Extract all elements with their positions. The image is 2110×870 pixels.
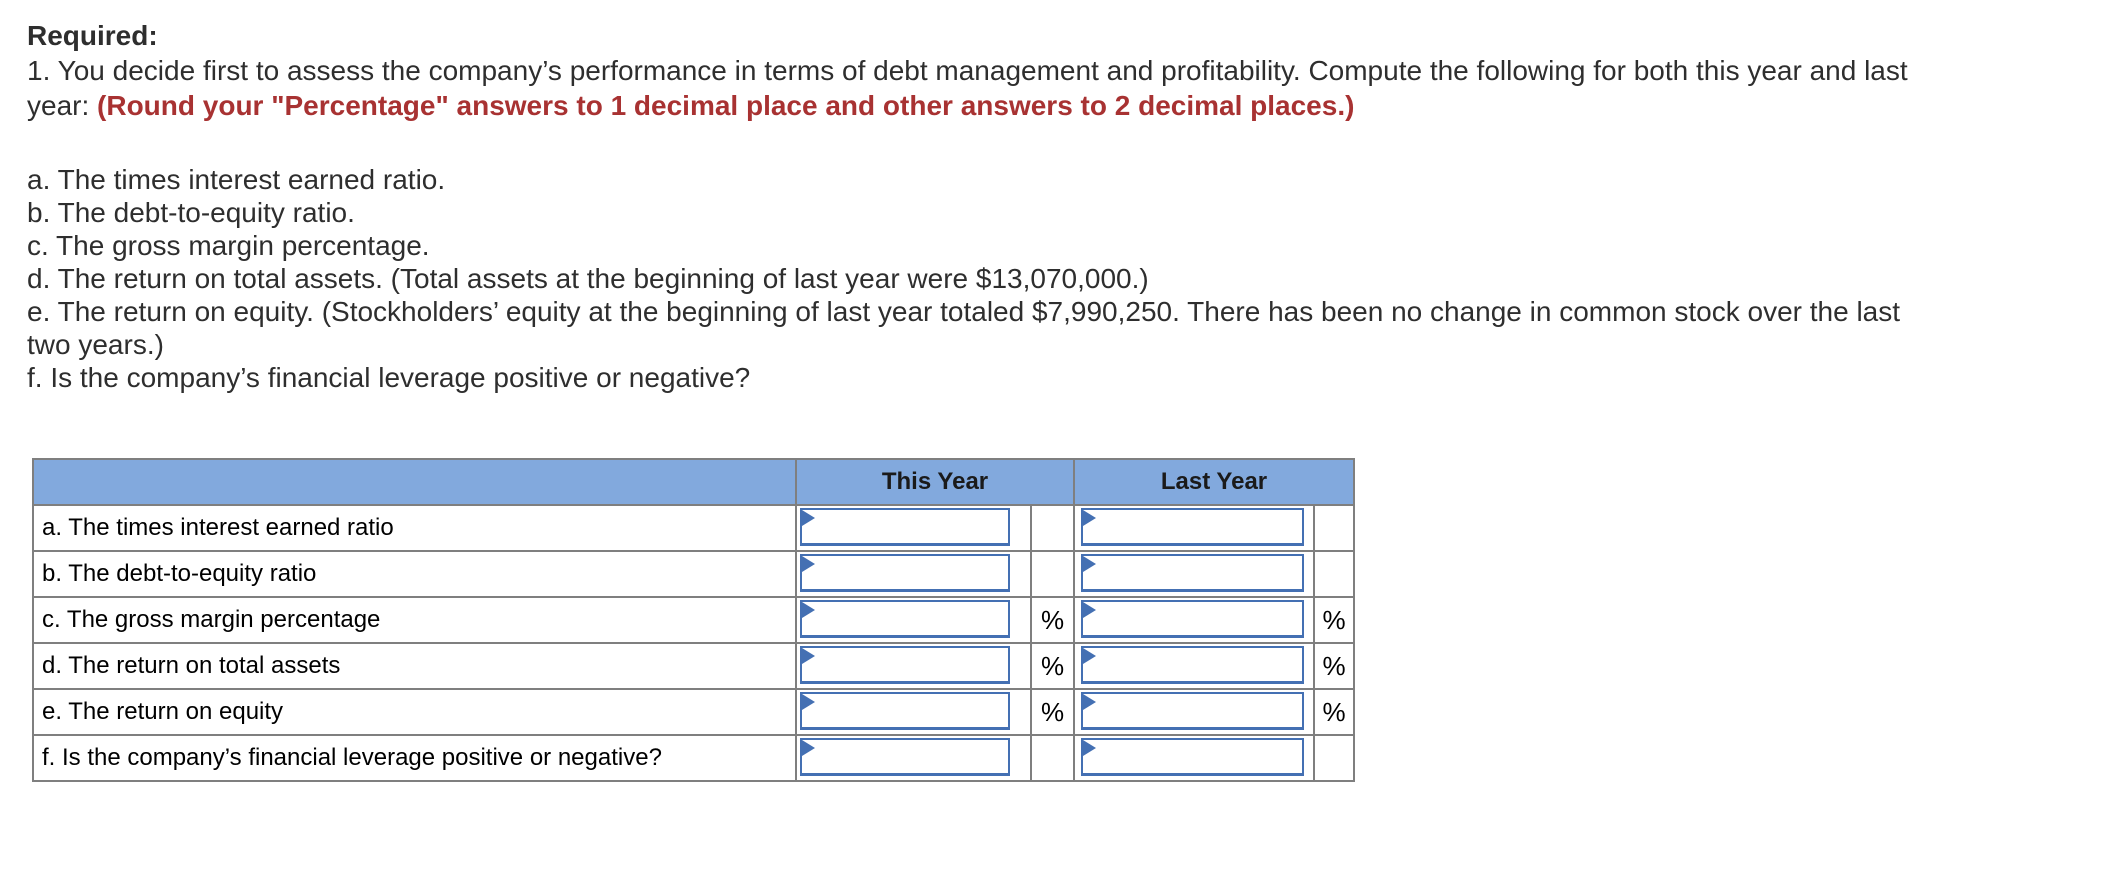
input-cell-this-year-f (795, 734, 1032, 782)
instructions-body: 1. You decide first to assess the compan… (27, 55, 1908, 121)
rounding-instruction: (Round your "Percentage" answers to 1 de… (97, 90, 1355, 121)
requirement-item-c: c. The gross margin percentage. (27, 230, 430, 261)
input-value (1101, 510, 1298, 543)
input-value (1101, 602, 1298, 635)
unit-cell (1313, 504, 1355, 552)
table-row-c: c. The gross margin percentage % (32, 596, 1355, 644)
input-cell-this-year-b (795, 550, 1032, 598)
last-year-input-f[interactable] (1081, 738, 1304, 776)
last-year-input-d[interactable] (1081, 646, 1304, 684)
input-value (820, 648, 1004, 681)
input-cell-last-year-d (1073, 642, 1315, 690)
row-label: c. The gross margin percentage (32, 596, 797, 644)
answer-table-container: This Year Last Year a. The times interes… (32, 458, 1987, 782)
row-label: a. The times interest earned ratio (32, 504, 797, 552)
input-marker-icon (1083, 740, 1096, 756)
requirement-item-e: e. The return on equity. (Stockholders’ … (27, 296, 1901, 360)
input-cell-this-year-c (795, 596, 1032, 644)
unit-cell (1030, 504, 1075, 552)
last-year-input-a[interactable] (1081, 508, 1304, 546)
input-cell-last-year-f (1073, 734, 1315, 782)
input-value (820, 602, 1004, 635)
input-marker-icon (1083, 510, 1096, 526)
col-header-this-year: This Year (795, 458, 1075, 506)
requirement-list: a. The times interest earned ratio. b. T… (27, 163, 1922, 394)
input-value (1101, 740, 1298, 773)
unit-cell-percent: % (1313, 642, 1355, 690)
input-value (820, 510, 1004, 543)
this-year-input-f[interactable] (800, 738, 1010, 776)
last-year-input-e[interactable] (1081, 692, 1304, 730)
input-marker-icon (802, 740, 815, 756)
row-label: f. Is the company’s financial leverage p… (32, 734, 797, 782)
unit-cell-percent: % (1313, 688, 1355, 736)
row-label: d. The return on total assets (32, 642, 797, 690)
unit-cell-percent: % (1030, 642, 1075, 690)
problem-panel: Required: 1. You decide first to assess … (27, 20, 1987, 782)
input-value (820, 740, 1004, 773)
row-label: b. The debt-to-equity ratio (32, 550, 797, 598)
input-marker-icon (802, 602, 815, 618)
table-header-row: This Year Last Year (32, 458, 1355, 506)
required-heading: Required: (27, 20, 158, 51)
instructions-text: 1. You decide first to assess the compan… (27, 53, 1922, 123)
input-value (1101, 694, 1298, 727)
table-row-e: e. The return on equity % (32, 688, 1355, 736)
input-value (820, 556, 1004, 589)
input-marker-icon (1083, 556, 1096, 572)
this-year-input-a[interactable] (800, 508, 1010, 546)
last-year-input-b[interactable] (1081, 554, 1304, 592)
unit-cell (1030, 734, 1075, 782)
input-cell-last-year-b (1073, 550, 1315, 598)
input-value (1101, 648, 1298, 681)
this-year-input-b[interactable] (800, 554, 1010, 592)
input-value (1101, 556, 1298, 589)
unit-cell (1313, 550, 1355, 598)
table-row-b: b. The debt-to-equity ratio (32, 550, 1355, 598)
table-row-d: d. The return on total assets % (32, 642, 1355, 690)
unit-cell-percent: % (1030, 596, 1075, 644)
requirement-item-b: b. The debt-to-equity ratio. (27, 197, 355, 228)
col-header-last-year: Last Year (1073, 458, 1355, 506)
input-marker-icon (1083, 602, 1096, 618)
requirement-item-f: f. Is the company’s financial leverage p… (27, 362, 751, 393)
this-year-input-c[interactable] (800, 600, 1010, 638)
input-cell-last-year-a (1073, 504, 1315, 552)
input-marker-icon (802, 510, 815, 526)
input-cell-last-year-e (1073, 688, 1315, 736)
unit-cell (1313, 734, 1355, 782)
input-marker-icon (1083, 648, 1096, 664)
input-cell-this-year-d (795, 642, 1032, 690)
unit-cell-percent: % (1030, 688, 1075, 736)
table-row-f: f. Is the company’s financial leverage p… (32, 734, 1355, 782)
input-marker-icon (1083, 694, 1096, 710)
input-marker-icon (802, 648, 815, 664)
ratios-answer-table: This Year Last Year a. The times interes… (32, 458, 1355, 782)
requirement-item-a: a. The times interest earned ratio. (27, 164, 446, 195)
col-header-blank (32, 458, 797, 506)
input-cell-this-year-e (795, 688, 1032, 736)
requirement-item-d: d. The return on total assets. (Total as… (27, 263, 1149, 294)
this-year-input-e[interactable] (800, 692, 1010, 730)
input-cell-last-year-c (1073, 596, 1315, 644)
input-marker-icon (802, 556, 815, 572)
last-year-input-c[interactable] (1081, 600, 1304, 638)
unit-cell-percent: % (1313, 596, 1355, 644)
input-cell-this-year-a (795, 504, 1032, 552)
table-row-a: a. The times interest earned ratio (32, 504, 1355, 552)
row-label: e. The return on equity (32, 688, 797, 736)
this-year-input-d[interactable] (800, 646, 1010, 684)
unit-cell (1030, 550, 1075, 598)
input-marker-icon (802, 694, 815, 710)
input-value (820, 694, 1004, 727)
